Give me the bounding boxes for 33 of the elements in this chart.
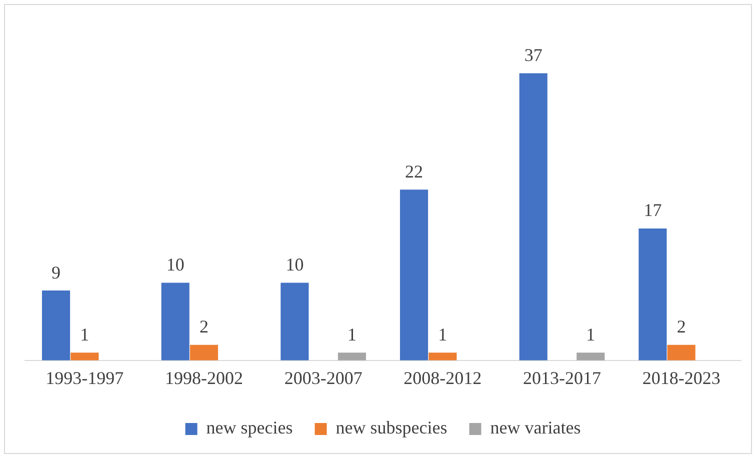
x-tick-label: 2018-2023	[642, 368, 720, 388]
bar	[42, 290, 70, 360]
data-label: 10	[286, 254, 304, 275]
legend-label: new species	[206, 418, 293, 438]
x-tick-label: 2003-2007	[284, 368, 362, 388]
bar	[338, 352, 366, 360]
bar	[576, 352, 605, 360]
data-label: 1	[438, 324, 448, 344]
legend-label: new variates	[490, 418, 581, 438]
data-label: 1	[586, 324, 596, 344]
bar	[667, 344, 696, 360]
bar	[400, 190, 428, 360]
legend-label: new subspecies	[336, 418, 448, 438]
x-tick-label: 2013-2017	[523, 368, 601, 388]
data-label: 17	[644, 200, 662, 220]
bar	[638, 228, 667, 360]
bar	[70, 352, 99, 360]
data-label: 1	[80, 324, 90, 344]
bar	[161, 282, 190, 360]
x-tick-label: 1998-2002	[165, 368, 243, 388]
bar	[190, 344, 218, 360]
data-label: 2	[676, 316, 686, 337]
data-label: 37	[524, 45, 542, 66]
data-label: 2	[200, 316, 208, 337]
bar	[280, 282, 309, 360]
bar	[519, 73, 548, 360]
data-label: 1	[347, 324, 356, 344]
data-label: 10	[166, 254, 184, 275]
x-tick-label: 2008-2012	[404, 368, 482, 388]
data-label: 9	[52, 262, 61, 282]
x-tick-label: 1993-1997	[46, 368, 124, 388]
bar	[428, 352, 457, 360]
data-label: 22	[405, 161, 424, 182]
